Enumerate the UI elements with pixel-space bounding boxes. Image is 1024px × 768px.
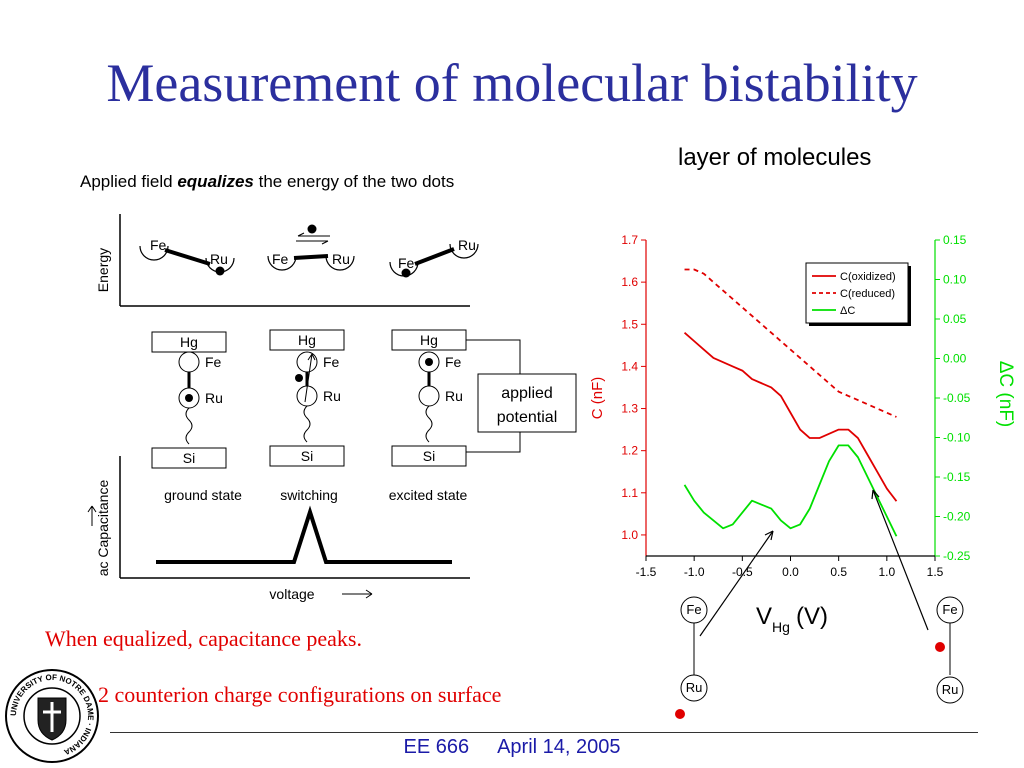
x-tick-label: 0.0 (782, 565, 799, 579)
si-electrode: Si (423, 448, 435, 464)
fe-label: Fe (272, 251, 289, 267)
hg-electrode: Hg (180, 334, 198, 350)
footer-rule (110, 732, 978, 733)
left-y-tick-label: 1.4 (621, 359, 638, 373)
state-label-switching: switching (280, 487, 338, 503)
x-tick-label: -0.5 (732, 565, 753, 579)
left-y-tick-label: 1.7 (621, 233, 638, 247)
left-y-tick-label: 1.1 (621, 486, 638, 500)
chart-series (683, 268, 898, 537)
right-y-tick-label: -0.20 (943, 510, 971, 524)
note-counterion: 2 counterion charge configurations on su… (98, 682, 502, 707)
device-ground-state: Hg Fe Ru Si (151, 331, 227, 469)
bistability-schematic: Energy Fe Ru Fe Ru Fe Ru Hg Fe Ru Si Hg (87, 214, 577, 602)
hg-electrode: Hg (298, 332, 316, 348)
footer-course: EE 666 (403, 736, 470, 758)
ru-label: Ru (686, 680, 703, 695)
x-axis-label-sub: Hg (772, 619, 790, 635)
slide-title: Measurement of molecular bistability (106, 53, 918, 113)
applied-potential-line2: potential (497, 409, 558, 426)
energy-axis-label: Energy (95, 248, 111, 292)
x-tick-label: -1.5 (636, 565, 657, 579)
chart-axes: -1.5 -1.0 -0.5 0.0 0.5 1.0 1.5 1.0 1.1 1.2 1.3 1.4 1… (621, 233, 970, 579)
state-label-excited: excited state (389, 487, 468, 503)
right-y-tick-label: -0.10 (943, 431, 971, 445)
chart-legend: C(oxidized) C(reduced) ΔC (805, 262, 911, 326)
x-axis-label: VHg (V) (756, 603, 828, 635)
note-equalized: When equalized, capacitance peaks. (45, 626, 362, 651)
cap-axis-label: ac Capacitance (95, 480, 111, 577)
x-tick-label: 0.5 (830, 565, 847, 579)
right-y-tick-label: 0.10 (943, 273, 967, 287)
left-y-tick-label: 1.6 (621, 275, 638, 289)
left-y-tick-label: 1.5 (621, 317, 638, 331)
footer-date: April 14, 2005 (497, 736, 621, 758)
fe-label: Fe (445, 354, 462, 370)
university-seal: UNIVERSITY OF NOTRE DAME · INDIANA (5, 669, 99, 763)
x-tick-label: 1.5 (927, 565, 944, 579)
ru-label: Ru (445, 388, 463, 404)
config-diagram-left: Fe Ru (675, 596, 708, 719)
ru-label: Ru (205, 390, 223, 406)
fe-label: Fe (150, 237, 167, 253)
hg-electrode: Hg (420, 332, 438, 348)
series-line-creduced (684, 268, 897, 418)
fe-label: Fe (942, 602, 957, 617)
left-y-tick-label: 1.0 (621, 528, 638, 542)
fe-label: Fe (205, 354, 222, 370)
legend-entry: ΔC (840, 305, 855, 317)
ru-label: Ru (323, 388, 341, 404)
config-diagram-right: Fe Ru (935, 596, 964, 704)
legend-entry: C(reduced) (840, 288, 895, 300)
legend-entry: C(oxidized) (840, 271, 896, 283)
capacitance-peak-trace (156, 505, 452, 564)
right-axis-label: ΔC (nF) (995, 361, 1016, 428)
fe-label: Fe (398, 255, 415, 271)
ru-label: Ru (332, 251, 350, 267)
si-electrode: Si (183, 450, 195, 466)
left-y-tick-label: 1.2 (621, 444, 638, 458)
series-line-coxidized (683, 332, 898, 502)
series-line-c (683, 444, 898, 537)
applied-potential-line1: applied (501, 385, 553, 402)
ru-label: Ru (458, 237, 476, 253)
caption-emphasis: equalizes (177, 172, 254, 191)
ru-label: Ru (210, 251, 228, 267)
caption-suffix: the energy of the two dots (253, 172, 455, 191)
state-label-ground: ground state (164, 487, 242, 503)
left-y-tick-label: 1.3 (621, 402, 638, 416)
x-axis-label-main: V (756, 603, 772, 630)
fe-label: Fe (323, 354, 340, 370)
right-y-tick-label: -0.05 (943, 391, 971, 405)
capacitance-chart: -1.5 -1.0 -0.5 0.0 0.5 1.0 1.5 1.0 1.1 1.2 1.3 1.4 1… (589, 233, 1016, 719)
si-electrode: Si (301, 448, 313, 464)
x-axis-label-unit: (V) (796, 603, 828, 630)
applied-field-caption: Applied field equalizes the energy of th… (80, 172, 454, 192)
right-y-tick-label: -0.15 (943, 470, 971, 484)
x-tick-label: 1.0 (878, 565, 895, 579)
right-y-tick-label: 0.15 (943, 233, 967, 247)
x-tick-label: -1.0 (684, 565, 705, 579)
voltage-axis-label: voltage (269, 586, 314, 602)
layer-caption: layer of molecules (678, 144, 872, 171)
fe-label: Fe (686, 602, 701, 617)
device-excited-state: Hg Fe Ru Si (391, 329, 467, 467)
applied-potential-box (477, 373, 577, 433)
device-switching: Hg Fe Ru Si (269, 329, 345, 467)
right-y-tick-label: 0.00 (943, 352, 967, 366)
ru-label: Ru (942, 682, 959, 697)
footer: EE 666 April 14, 2005 (0, 736, 1024, 759)
right-y-tick-label: 0.05 (943, 312, 967, 326)
right-y-tick-label: -0.25 (943, 549, 971, 563)
caption-prefix: Applied field (80, 172, 178, 191)
left-axis-label: C (nF) (589, 377, 606, 420)
